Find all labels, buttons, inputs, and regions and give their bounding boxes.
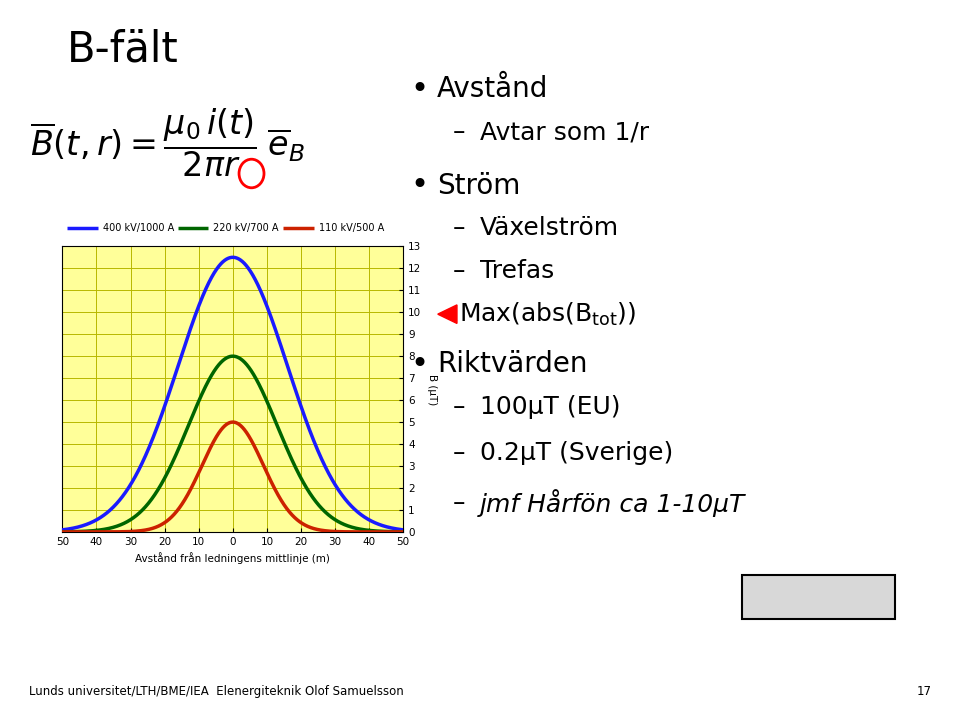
Text: •: • [410,171,428,200]
Y-axis label: B (μT): B (μT) [427,373,437,405]
Text: –: – [453,491,466,516]
Text: Trefas: Trefas [480,259,554,283]
Text: –: – [453,216,466,241]
Text: Riktvärden: Riktvärden [437,350,588,378]
Text: 110 kV/500 A: 110 kV/500 A [319,223,384,233]
Text: –: – [453,259,466,283]
X-axis label: Avstånd från ledningens mittlinje (m): Avstånd från ledningens mittlinje (m) [135,553,330,564]
Text: Max(abs(B$_{\mathregular{tot}}$)): Max(abs(B$_{\mathregular{tot}}$)) [459,301,636,328]
Text: Ström: Ström [437,171,520,200]
Text: B-fält: B-fält [67,29,179,71]
Text: 220 kV/700 A: 220 kV/700 A [213,223,278,233]
Text: Avtar som 1/r: Avtar som 1/r [480,120,649,144]
Text: –: – [453,120,466,144]
Text: jmf Hårfön ca 1-10μT: jmf Hårfön ca 1-10μT [480,489,745,518]
Text: $\overline{B}(t,r) = \dfrac{\mu_0\,i(t)}{2\pi r}\;\overline{e}_B$: $\overline{B}(t,r) = \dfrac{\mu_0\,i(t)}… [31,106,305,179]
Text: •: • [410,75,428,104]
Text: Växelström: Växelström [480,216,619,241]
Text: –: – [453,441,466,466]
Text: –: – [453,395,466,419]
Text: Lunds universitet/LTH/BME/IEA  Elenergiteknik Olof Samuelsson: Lunds universitet/LTH/BME/IEA Elenergite… [29,685,403,698]
Text: 0.2μT (Sverige): 0.2μT (Sverige) [480,441,673,466]
Text: •: • [410,350,428,378]
Text: Ex G4.2: Ex G4.2 [774,587,863,607]
Text: 17: 17 [916,685,931,698]
Text: 400 kV/1000 A: 400 kV/1000 A [103,223,174,233]
FancyBboxPatch shape [742,575,895,619]
Polygon shape [438,305,457,323]
Text: 100μT (EU): 100μT (EU) [480,395,620,419]
Text: Avstånd: Avstånd [437,75,548,104]
